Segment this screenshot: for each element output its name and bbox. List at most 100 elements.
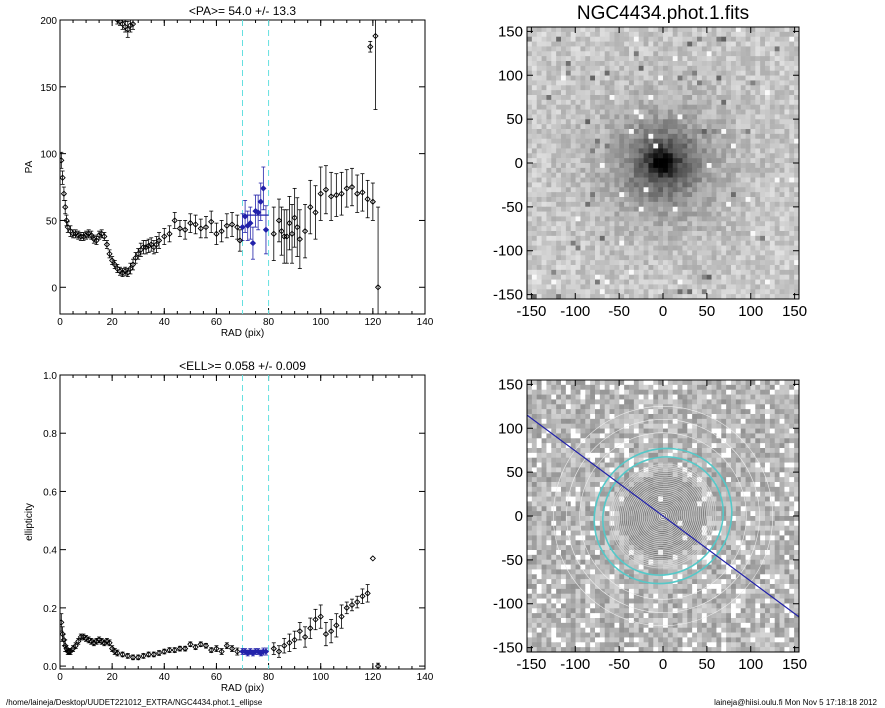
image-pixel: [784, 428, 790, 434]
image-pixel: [750, 423, 756, 429]
data-point: [202, 223, 210, 231]
image-pixel: [653, 182, 659, 188]
image-pixel: [653, 31, 659, 38]
image-pixel: [570, 235, 576, 242]
image-pixel: [638, 394, 644, 400]
image-pixel: [648, 255, 654, 261]
image-pixel: [711, 240, 717, 246]
image-pixel: [619, 61, 625, 67]
image-pixel: [769, 153, 776, 159]
image-pixel: [672, 177, 678, 183]
image-pixel: [784, 36, 790, 42]
image-pixel: [667, 418, 674, 425]
image-pixel: [585, 269, 591, 276]
image-pixel: [585, 46, 591, 52]
image-pixel: [774, 133, 780, 140]
image-pixel: [794, 138, 799, 144]
image-pixel: [561, 163, 567, 169]
image-pixel: [629, 423, 635, 429]
image-pixel: [663, 80, 669, 86]
image-pixel: [755, 197, 761, 203]
image-pixel: [609, 138, 615, 144]
image-pixel: [541, 452, 547, 459]
image-pixel: [624, 274, 630, 280]
image-pixel: [711, 206, 717, 212]
data-point: [77, 633, 84, 641]
image-pixel: [541, 206, 547, 212]
image-pixel: [677, 138, 683, 144]
image-pixel: [755, 75, 761, 81]
image-pixel: [774, 448, 780, 454]
image-pixel: [527, 133, 533, 140]
image-pixel: [687, 201, 693, 208]
image-pixel: [721, 172, 727, 178]
image-pixel: [687, 240, 693, 246]
image-pixel: [619, 448, 625, 454]
image-pixel: [794, 167, 799, 174]
image-pixel: [609, 41, 615, 47]
image-pixel: [667, 197, 674, 203]
image-pixel: [614, 433, 620, 439]
image-pixel: [677, 211, 683, 217]
image-pixel: [731, 197, 737, 203]
image-pixel: [677, 443, 683, 449]
image-pixel: [697, 46, 703, 52]
image-pixel: [565, 269, 572, 276]
image-pixel: [721, 70, 727, 76]
image-pixel: [794, 433, 799, 439]
image-pixel: [672, 226, 678, 232]
image-pixel: [624, 65, 630, 72]
image-pixel: [706, 80, 712, 86]
image-pixel: [677, 284, 683, 290]
image-pixel: [624, 279, 630, 285]
image-pixel: [750, 51, 756, 57]
image-pixel: [575, 260, 581, 266]
image-pixel: [653, 167, 659, 174]
data-point: [208, 646, 215, 654]
image-pixel: [551, 448, 557, 454]
image-pixel: [774, 231, 780, 237]
image-pixel: [619, 284, 625, 290]
image-pixel: [721, 250, 727, 256]
image-pixel: [682, 260, 688, 266]
image-pixel: [551, 65, 557, 72]
image-pixel: [595, 380, 601, 386]
image-pixel: [760, 70, 766, 76]
image-pixel: [735, 384, 742, 391]
image-pixel: [745, 192, 751, 198]
image-pixel: [774, 75, 780, 81]
image-pixel: [531, 75, 538, 81]
image-pixel: [716, 182, 722, 188]
image-pixel: [745, 274, 751, 280]
image-pixel: [624, 240, 630, 246]
image-pixel: [697, 380, 703, 386]
image-pixel: [585, 284, 591, 290]
image-pixel: [706, 279, 712, 285]
image-pixel: [527, 95, 533, 101]
image-pixel: [585, 289, 591, 295]
image-pixel: [721, 192, 727, 198]
image-pixel: [697, 133, 703, 140]
image-pixel: [765, 46, 771, 52]
image-pixel: [682, 153, 688, 159]
image-pixel: [624, 226, 630, 232]
image-pixel: [609, 211, 615, 217]
image-pixel: [794, 201, 799, 208]
image-pixel: [643, 294, 649, 299]
image-pixel: [794, 80, 799, 86]
image-pixel: [755, 70, 761, 76]
image-pixel: [701, 255, 708, 261]
image-pixel: [570, 231, 576, 237]
image-pixel: [624, 119, 630, 125]
image-pixel: [706, 177, 712, 183]
image-pixel: [531, 56, 538, 62]
image-pixel: [536, 51, 542, 57]
image-pixel: [541, 158, 547, 164]
image-pixel: [740, 46, 746, 52]
image-pixel: [677, 158, 683, 164]
image-pixel: [789, 384, 795, 391]
y-tick-label: 1.0: [43, 371, 57, 382]
image-pixel: [706, 380, 712, 386]
image-pixel: [643, 129, 649, 135]
image-pixel: [541, 260, 547, 266]
